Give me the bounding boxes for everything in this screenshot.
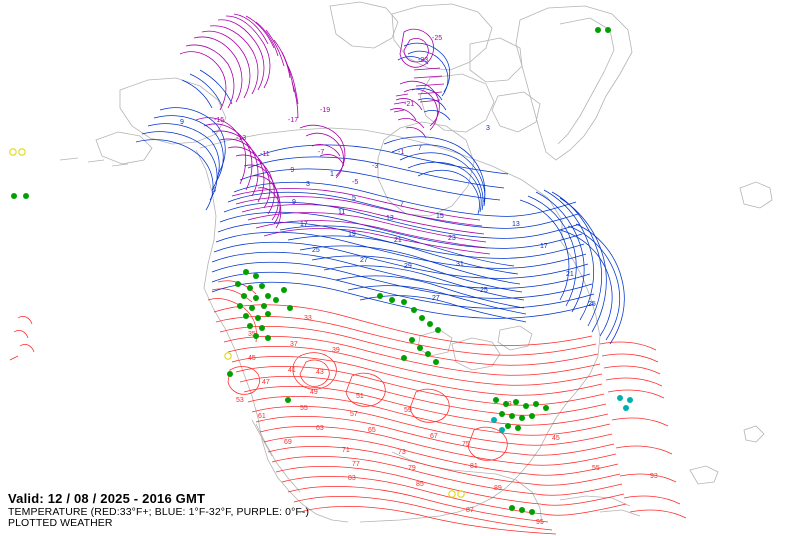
svg-text:49: 49 (310, 389, 318, 396)
svg-text:-1: -1 (398, 149, 404, 156)
svg-text:83: 83 (348, 475, 356, 482)
svg-text:81: 81 (470, 463, 478, 470)
svg-text:95: 95 (536, 519, 544, 526)
map-legend: Valid: 12 / 08 / 2025 - 2016 GMT TEMPERA… (8, 490, 310, 530)
svg-text:25: 25 (588, 301, 596, 308)
svg-text:55: 55 (300, 405, 308, 412)
svg-text:7: 7 (418, 145, 422, 152)
purple-contour-layer (179, 13, 491, 255)
svg-text:-7: -7 (318, 149, 324, 156)
legend-temperature-key: TEMPERATURE (RED:33°F+; BLUE: 1°F-32°F, … (8, 505, 310, 518)
svg-text:-17: -17 (288, 117, 298, 124)
svg-text:31: 31 (456, 261, 464, 268)
svg-text:71: 71 (342, 447, 350, 454)
svg-text:53: 53 (236, 397, 244, 404)
svg-text:-25: -25 (432, 35, 442, 42)
legend-plotted-weather: PLOTTED WEATHER (8, 517, 113, 530)
svg-text:45: 45 (552, 435, 560, 442)
svg-text:17: 17 (540, 243, 548, 250)
svg-text:5: 5 (212, 187, 216, 194)
svg-text:27: 27 (360, 257, 368, 264)
svg-text:89: 89 (494, 485, 502, 492)
svg-text:67: 67 (430, 433, 438, 440)
svg-text:43: 43 (316, 369, 324, 376)
svg-text:-15: -15 (214, 117, 224, 124)
svg-text:47: 47 (262, 379, 270, 386)
svg-text:7: 7 (400, 201, 404, 208)
svg-text:5: 5 (352, 195, 356, 202)
svg-text:27: 27 (432, 295, 440, 302)
svg-text:11: 11 (338, 209, 345, 216)
svg-text:17: 17 (300, 221, 308, 228)
yellow-stations (9, 148, 465, 498)
svg-text:21: 21 (394, 237, 402, 244)
svg-text:-9: -9 (288, 167, 294, 174)
svg-text:-3: -3 (372, 163, 378, 170)
svg-text:19: 19 (348, 231, 356, 238)
svg-text:13: 13 (386, 215, 394, 222)
svg-text:9: 9 (180, 119, 184, 126)
svg-text:-21: -21 (404, 101, 414, 108)
svg-text:13: 13 (512, 221, 520, 228)
svg-text:85: 85 (416, 481, 424, 488)
svg-text:65: 65 (368, 427, 376, 434)
svg-text:35: 35 (248, 331, 256, 338)
svg-text:55: 55 (592, 465, 600, 472)
station-plot-layer (9, 27, 633, 515)
svg-text:59: 59 (404, 407, 412, 414)
svg-text:9: 9 (292, 199, 296, 206)
svg-text:93: 93 (650, 473, 658, 480)
svg-text:3: 3 (306, 181, 310, 188)
svg-text:75: 75 (462, 441, 470, 448)
svg-text:57: 57 (350, 411, 358, 418)
svg-text:51: 51 (356, 393, 364, 400)
svg-text:33: 33 (304, 315, 312, 322)
svg-text:21: 21 (566, 271, 574, 278)
svg-text:87: 87 (466, 507, 474, 514)
svg-text:79: 79 (408, 465, 416, 472)
svg-text:61: 61 (258, 413, 266, 420)
svg-text:29: 29 (404, 263, 412, 270)
svg-text:-5: -5 (352, 179, 358, 186)
svg-text:77: 77 (352, 461, 360, 468)
red-contour-layer (9, 280, 687, 535)
svg-text:1: 1 (330, 171, 334, 178)
legend-valid-time: Valid: 12 / 08 / 2025 - 2016 GMT (8, 490, 206, 506)
cyan-stations (491, 395, 633, 433)
svg-text:25: 25 (312, 247, 320, 254)
svg-text:-11: -11 (260, 151, 270, 158)
svg-text:-19: -19 (320, 107, 330, 114)
svg-text:69: 69 (284, 439, 292, 446)
svg-text:45: 45 (248, 355, 256, 362)
svg-text:39: 39 (332, 347, 340, 354)
svg-text:25: 25 (480, 287, 488, 294)
svg-text:41: 41 (288, 367, 296, 374)
svg-text:-13: -13 (236, 135, 246, 142)
svg-text:15: 15 (436, 213, 444, 220)
svg-text:23: 23 (448, 235, 456, 242)
svg-text:63: 63 (316, 425, 324, 432)
svg-text:73: 73 (398, 449, 406, 456)
green-stations (11, 27, 611, 515)
svg-text:-23: -23 (418, 57, 428, 64)
svg-text:3: 3 (486, 125, 490, 132)
svg-text:37: 37 (290, 341, 298, 348)
